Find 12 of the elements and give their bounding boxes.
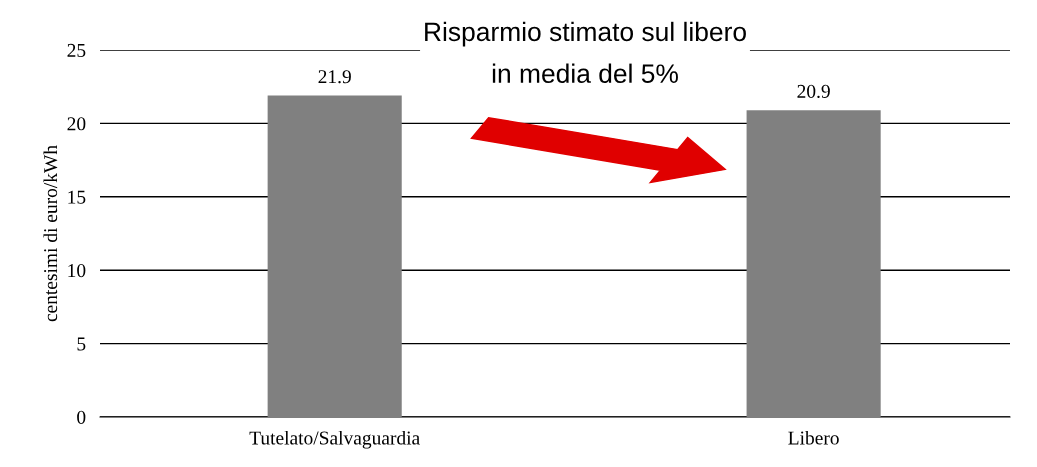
data-label: 21.9 — [318, 70, 351, 84]
y-axis-title: centesimi di euro/kWh — [43, 145, 58, 322]
y-tick-label: 15 — [68, 190, 86, 204]
y-tick-label: 25 — [67, 43, 86, 57]
y-tick-label: 5 — [77, 337, 86, 351]
chart-title: Risparmio stimato sul libero in media del 5% — [425, 21, 746, 83]
x-tick-label: Libero — [788, 430, 839, 445]
data-label: 20.9 — [797, 84, 830, 98]
y-tick-label: 10 — [68, 264, 86, 278]
y-tick-label: 0 — [77, 410, 86, 424]
x-tick-label: Tutelato/Salvaguardia — [249, 430, 420, 449]
y-tick-label: 20 — [67, 117, 86, 131]
